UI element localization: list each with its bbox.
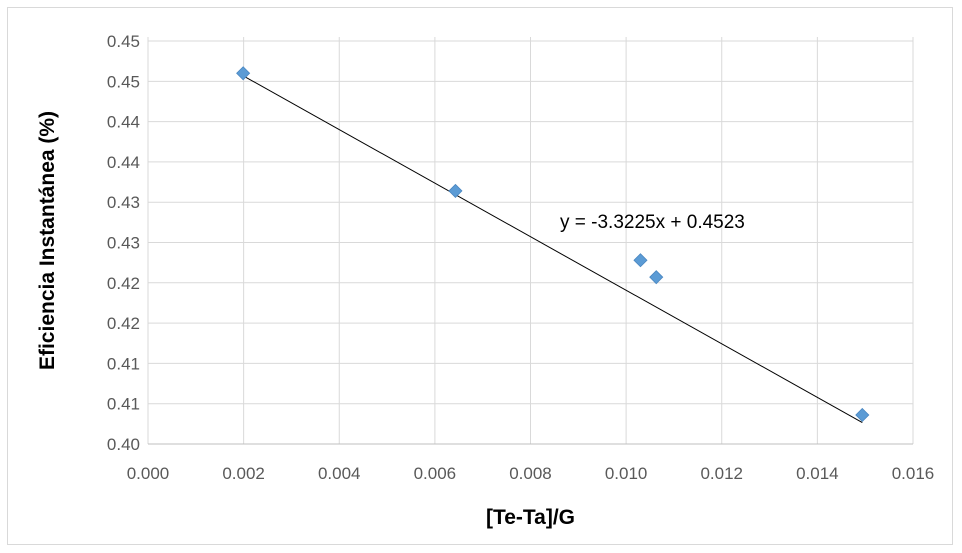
trendline-group (242, 75, 863, 423)
y-tick-label: 0.41 (107, 354, 140, 373)
x-tick-label: 0.012 (700, 464, 743, 483)
data-point (448, 183, 463, 199)
y-axis-title: Eficiencia Instantánea (%) (36, 111, 59, 370)
chart-frame (7, 7, 953, 545)
trendline (242, 75, 863, 423)
x-axis-title: [Te-Ta]/G (486, 506, 575, 529)
x-axis-ticks: 0.000 0.002 0.004 0.006 0.008 0.010 0.012 0.014… (127, 464, 935, 483)
y-axis-ticks: 0.40 0.41 0.41 0.42 0.42 0.43 0.43 0.44 0.44 0.45… (107, 32, 140, 454)
x-tick-label: 0.008 (509, 464, 552, 483)
x-tick-label: 0.006 (414, 464, 457, 483)
grid (147, 37, 914, 445)
x-tick-label: 0.016 (892, 464, 935, 483)
x-tick-label: 0.004 (318, 464, 361, 483)
data-points (236, 66, 870, 423)
y-tick-label: 0.41 (107, 395, 140, 414)
y-tick-label: 0.44 (107, 113, 140, 132)
y-tick-label: 0.42 (107, 314, 140, 333)
data-point (236, 66, 251, 81)
x-tick-label: 0.002 (222, 464, 265, 483)
y-tick-label: 0.42 (107, 274, 140, 293)
y-tick-label: 0.45 (107, 72, 140, 91)
y-tick-label: 0.43 (107, 193, 140, 212)
data-point (649, 270, 664, 285)
x-tick-label: 0.014 (796, 464, 839, 483)
y-tick-label: 0.40 (107, 435, 140, 454)
x-tick-label: 0.000 (127, 464, 170, 483)
trendline-equation: y = -3.3225x + 0.4523 (560, 212, 745, 233)
x-tick-label: 0.010 (605, 464, 648, 483)
data-point (855, 407, 870, 423)
data-point (633, 253, 648, 268)
y-tick-label: 0.43 (107, 234, 140, 253)
y-tick-label: 0.44 (107, 153, 140, 172)
y-tick-label: 0.45 (107, 32, 140, 51)
